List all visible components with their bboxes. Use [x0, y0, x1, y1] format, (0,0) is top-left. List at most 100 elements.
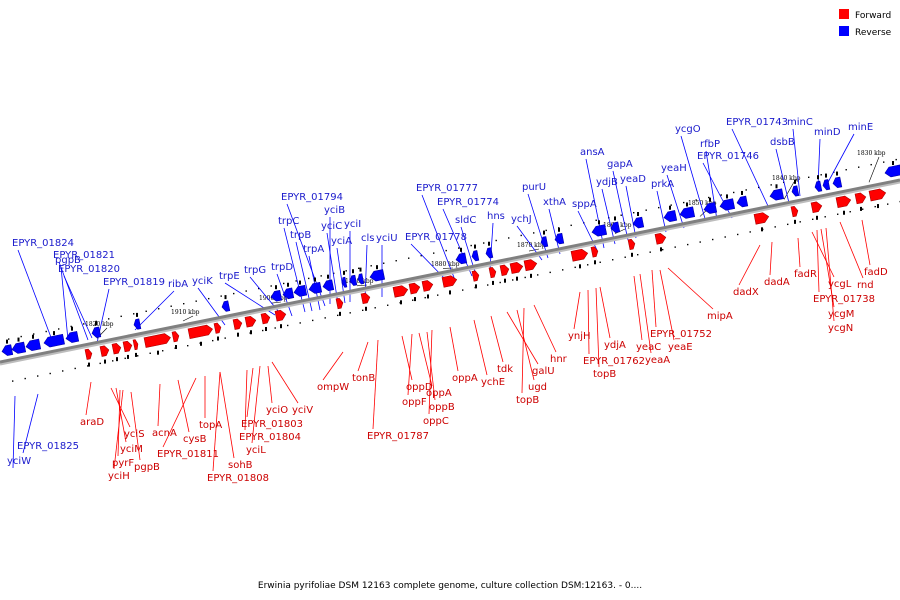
gene-shape[interactable]	[360, 292, 371, 305]
gene-label[interactable]: EPYR_01811	[157, 449, 219, 460]
gene-label[interactable]: ycgO	[675, 124, 701, 135]
gene-label[interactable]: trpE	[219, 271, 240, 282]
gene-label[interactable]: yciV	[292, 405, 313, 416]
gene-label[interactable]: yciB	[324, 205, 345, 216]
gene-shape[interactable]	[244, 315, 257, 328]
gene-shape[interactable]	[260, 312, 271, 325]
gene-label[interactable]: oppA	[426, 388, 452, 399]
reverse-gene-arrow[interactable]	[610, 216, 621, 233]
forward-gene-arrow[interactable]	[99, 345, 110, 364]
gene-label[interactable]: ansA	[580, 147, 605, 158]
gene-label[interactable]: dadX	[733, 287, 759, 298]
gene-label[interactable]: EPYR_01820	[58, 264, 120, 275]
gene-label[interactable]: EPYR_01824	[12, 238, 74, 249]
reverse-gene-arrow[interactable]	[369, 265, 386, 282]
gene-shape[interactable]	[65, 331, 80, 343]
gene-shape[interactable]	[132, 339, 139, 351]
gene-shape[interactable]	[854, 192, 867, 205]
gene-label[interactable]: tdk	[497, 364, 513, 375]
gene-label[interactable]: xthA	[543, 197, 566, 208]
reverse-gene-arrow[interactable]	[632, 211, 645, 229]
forward-gene-arrow[interactable]	[835, 195, 852, 215]
gene-shape[interactable]	[335, 297, 344, 310]
gene-label[interactable]: minC	[787, 117, 813, 128]
gene-label[interactable]: EPYR_01743	[726, 117, 788, 128]
gene-shape[interactable]	[282, 287, 295, 300]
gene-shape[interactable]	[308, 281, 323, 294]
gene-shape[interactable]	[43, 333, 65, 348]
forward-gene-arrow[interactable]	[523, 259, 538, 278]
gene-label[interactable]: minD	[814, 127, 841, 138]
gene-label[interactable]: oppF	[402, 397, 427, 408]
gene-label[interactable]: ychJ	[511, 214, 532, 225]
forward-gene-arrow[interactable]	[213, 322, 222, 341]
gene-label[interactable]: araD	[80, 417, 104, 428]
forward-gene-arrow[interactable]	[408, 282, 421, 302]
gene-shape[interactable]	[111, 343, 122, 355]
gene-shape[interactable]	[791, 185, 800, 197]
gene-label[interactable]: topB	[593, 369, 616, 380]
gene-label[interactable]: yciK	[192, 276, 213, 287]
gene-label[interactable]: rnd	[857, 280, 874, 291]
gene-label[interactable]: EPYR_01804	[239, 432, 301, 443]
reverse-gene-arrow[interactable]	[322, 274, 335, 292]
gene-label[interactable]: trpB	[290, 230, 311, 241]
gene-label[interactable]: yeaA	[645, 355, 670, 366]
forward-gene-arrow[interactable]	[84, 348, 93, 367]
gene-shape[interactable]	[213, 322, 222, 334]
reverse-gene-arrow[interactable]	[485, 241, 494, 259]
gene-label[interactable]: EPYR_01825	[17, 441, 79, 452]
reverse-gene-arrow[interactable]	[591, 220, 608, 237]
gene-label[interactable]: minE	[848, 122, 873, 133]
reverse-gene-arrow[interactable]	[282, 282, 295, 300]
gene-label[interactable]: acnA	[152, 428, 177, 439]
reverse-gene-arrow[interactable]	[554, 227, 565, 245]
gene-label[interactable]: yciH	[108, 471, 130, 482]
gene-label[interactable]: yciS	[124, 429, 145, 440]
gene-shape[interactable]	[84, 348, 93, 360]
gene-shape[interactable]	[133, 318, 142, 330]
gene-label[interactable]: EPYR_01821	[53, 250, 115, 261]
gene-shape[interactable]	[485, 247, 494, 259]
gene-label[interactable]: yciU	[376, 233, 398, 244]
gene-label[interactable]: cysB	[183, 434, 207, 445]
reverse-gene-arrow[interactable]	[65, 326, 80, 343]
gene-shape[interactable]	[654, 233, 667, 245]
reverse-gene-arrow[interactable]	[455, 247, 468, 265]
reverse-gene-arrow[interactable]	[703, 197, 718, 214]
gene-label[interactable]: yciA	[331, 236, 352, 247]
gene-shape[interactable]	[221, 300, 231, 312]
reverse-gene-arrow[interactable]	[43, 331, 65, 348]
gene-label[interactable]: oppB	[429, 402, 455, 413]
gene-label[interactable]: yeaE	[668, 342, 693, 353]
gene-label[interactable]: EPYR_01738	[813, 294, 875, 305]
gene-shape[interactable]	[554, 232, 565, 245]
gene-shape[interactable]	[357, 273, 365, 285]
gene-shape[interactable]	[270, 289, 283, 302]
forward-gene-arrow[interactable]	[392, 285, 409, 305]
reverse-gene-arrow[interactable]	[133, 312, 142, 330]
gene-shape[interactable]	[627, 238, 636, 251]
gene-label[interactable]: galU	[532, 366, 555, 377]
gene-label[interactable]: dadA	[764, 277, 790, 288]
gene-label[interactable]: yeaH	[661, 163, 687, 174]
gene-label[interactable]: ugd	[528, 382, 547, 393]
gene-shape[interactable]	[421, 280, 434, 292]
forward-gene-arrow[interactable]	[232, 318, 243, 337]
gene-label[interactable]: yciI	[344, 219, 361, 230]
gene-label[interactable]: oppA	[452, 373, 478, 384]
forward-gene-arrow[interactable]	[143, 333, 171, 355]
forward-gene-arrow[interactable]	[654, 233, 667, 252]
forward-gene-arrow[interactable]	[171, 331, 180, 350]
gene-label[interactable]: yeaC	[636, 342, 661, 353]
gene-shape[interactable]	[91, 326, 102, 338]
gene-label[interactable]: sohB	[228, 460, 253, 471]
gene-label[interactable]: EPYR_01752	[650, 329, 712, 340]
gene-shape[interactable]	[369, 269, 386, 282]
reverse-gene-arrow[interactable]	[357, 267, 365, 285]
gene-label[interactable]: EPYR_01746	[697, 151, 759, 162]
reverse-gene-arrow[interactable]	[791, 179, 800, 197]
gene-label[interactable]: ycgM	[828, 309, 854, 320]
gene-label[interactable]: sldC	[455, 215, 476, 226]
forward-gene-arrow[interactable]	[122, 340, 133, 359]
